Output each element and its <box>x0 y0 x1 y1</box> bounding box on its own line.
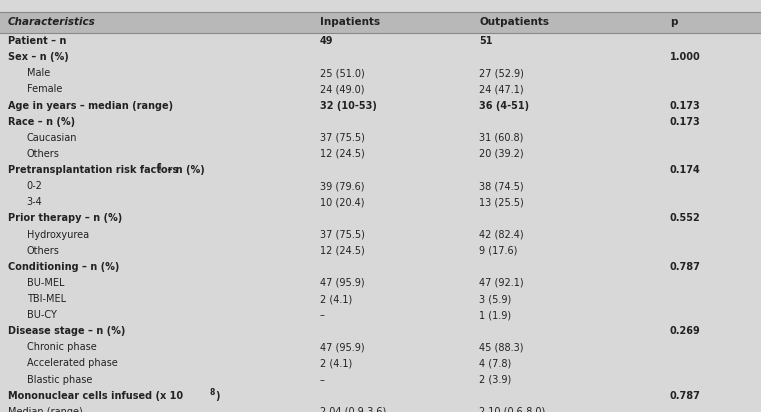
Text: 0.787: 0.787 <box>670 262 701 272</box>
Text: 0-2: 0-2 <box>27 181 43 191</box>
Text: 20 (39.2): 20 (39.2) <box>479 149 524 159</box>
Text: Mononuclear cells infused (x 10: Mononuclear cells infused (x 10 <box>8 391 183 401</box>
Text: Others: Others <box>27 149 59 159</box>
Text: Sex – n (%): Sex – n (%) <box>8 52 68 62</box>
Text: 27 (52.9): 27 (52.9) <box>479 68 524 78</box>
Text: 45 (88.3): 45 (88.3) <box>479 342 524 352</box>
Text: 0.173: 0.173 <box>670 117 700 126</box>
Text: 2 (4.1): 2 (4.1) <box>320 358 352 368</box>
Text: ¶: ¶ <box>157 162 161 171</box>
Text: Accelerated phase: Accelerated phase <box>27 358 117 368</box>
Text: Female: Female <box>27 84 62 94</box>
Text: –: – <box>320 375 324 385</box>
Text: Prior therapy – n (%): Prior therapy – n (%) <box>8 213 122 223</box>
Text: Inpatients: Inpatients <box>320 17 380 27</box>
Text: 24 (47.1): 24 (47.1) <box>479 84 524 94</box>
Text: Median (range): Median (range) <box>8 407 82 412</box>
Text: Race – n (%): Race – n (%) <box>8 117 75 126</box>
Text: BU-CY: BU-CY <box>27 310 56 320</box>
Text: Characteristics: Characteristics <box>8 17 95 27</box>
Text: 38 (74.5): 38 (74.5) <box>479 181 524 191</box>
Text: 36 (4-51): 36 (4-51) <box>479 101 530 110</box>
Text: – n (%): – n (%) <box>164 165 205 175</box>
Text: p: p <box>670 17 677 27</box>
Text: ): ) <box>215 391 220 401</box>
Text: 1 (1.9): 1 (1.9) <box>479 310 511 320</box>
Text: 0.174: 0.174 <box>670 165 700 175</box>
Text: Hydroxyurea: Hydroxyurea <box>27 229 89 239</box>
Text: 8: 8 <box>209 388 215 397</box>
Text: 9 (17.6): 9 (17.6) <box>479 246 517 256</box>
Text: 12 (24.5): 12 (24.5) <box>320 246 365 256</box>
Text: 2.10 (0.6-8.0): 2.10 (0.6-8.0) <box>479 407 546 412</box>
Text: 37 (75.5): 37 (75.5) <box>320 133 365 143</box>
Text: Caucasian: Caucasian <box>27 133 77 143</box>
Text: 4 (7.8): 4 (7.8) <box>479 358 511 368</box>
Text: 0.552: 0.552 <box>670 213 700 223</box>
Text: Age in years – median (range): Age in years – median (range) <box>8 101 173 110</box>
Text: 47 (92.1): 47 (92.1) <box>479 278 524 288</box>
Text: 13 (25.5): 13 (25.5) <box>479 197 524 207</box>
Text: 3-4: 3-4 <box>27 197 43 207</box>
Text: BU-MEL: BU-MEL <box>27 278 64 288</box>
Text: 0.173: 0.173 <box>670 101 700 110</box>
Text: 1.000: 1.000 <box>670 52 700 62</box>
Text: 37 (75.5): 37 (75.5) <box>320 229 365 239</box>
Text: 47 (95.9): 47 (95.9) <box>320 342 365 352</box>
Text: 0.269: 0.269 <box>670 326 700 336</box>
Text: 47 (95.9): 47 (95.9) <box>320 278 365 288</box>
Text: TBI-MEL: TBI-MEL <box>27 294 65 304</box>
Text: Others: Others <box>27 246 59 256</box>
Text: Disease stage – n (%): Disease stage – n (%) <box>8 326 125 336</box>
Text: Chronic phase: Chronic phase <box>27 342 97 352</box>
Text: Outpatients: Outpatients <box>479 17 549 27</box>
Text: Blastic phase: Blastic phase <box>27 375 92 385</box>
Text: 2 (3.9): 2 (3.9) <box>479 375 511 385</box>
Text: Patient – n: Patient – n <box>8 36 66 46</box>
Text: 51: 51 <box>479 36 493 46</box>
Text: 3 (5.9): 3 (5.9) <box>479 294 511 304</box>
Text: 2.04 (0.9-3.6): 2.04 (0.9-3.6) <box>320 407 386 412</box>
Text: –: – <box>320 310 324 320</box>
Text: 24 (49.0): 24 (49.0) <box>320 84 364 94</box>
Text: 42 (82.4): 42 (82.4) <box>479 229 524 239</box>
Text: 0.787: 0.787 <box>670 391 701 401</box>
Text: Male: Male <box>27 68 50 78</box>
Text: 49: 49 <box>320 36 333 46</box>
Text: 31 (60.8): 31 (60.8) <box>479 133 524 143</box>
Text: 39 (79.6): 39 (79.6) <box>320 181 364 191</box>
Text: 32 (10-53): 32 (10-53) <box>320 101 377 110</box>
Text: Pretransplantation risk factors: Pretransplantation risk factors <box>8 165 178 175</box>
Text: 2 (4.1): 2 (4.1) <box>320 294 352 304</box>
Text: Conditioning – n (%): Conditioning – n (%) <box>8 262 119 272</box>
Text: 10 (20.4): 10 (20.4) <box>320 197 364 207</box>
Bar <box>0 12 761 33</box>
Text: 25 (51.0): 25 (51.0) <box>320 68 365 78</box>
Text: 12 (24.5): 12 (24.5) <box>320 149 365 159</box>
